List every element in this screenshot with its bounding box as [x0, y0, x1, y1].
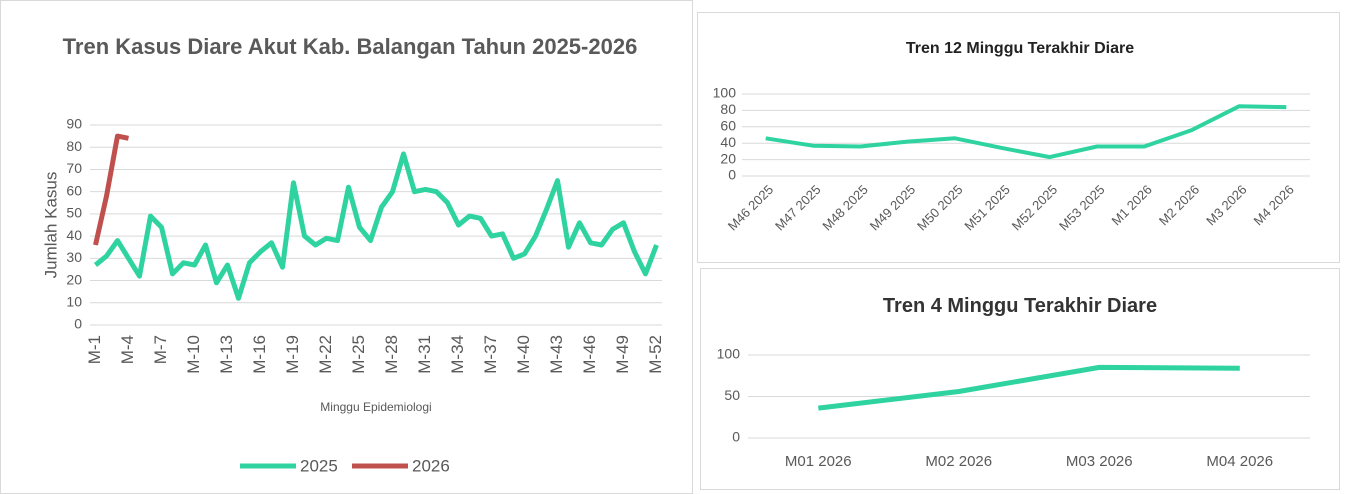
y-tick-label: 80 [720, 101, 736, 117]
x-tick-label: M04 2026 [1206, 453, 1273, 470]
y-tick-label: 40 [66, 227, 82, 243]
x-tick-label: M-34 [448, 335, 467, 374]
x-axis-label: Minggu Epidemiologi [320, 400, 431, 414]
chart-title: Tren 4 Minggu Terakhir Diare [882, 295, 1158, 317]
x-tick-label: M-46 [580, 335, 599, 374]
x-tick-label: M-28 [382, 335, 401, 374]
legend-label: 2025 [300, 456, 338, 475]
x-tick-label: M01 2026 [785, 453, 852, 470]
x-tick-label: M-1 [85, 335, 104, 364]
y-tick-label: 50 [724, 387, 740, 403]
x-tick-label: M-7 [151, 335, 170, 364]
y-tick-label: 0 [74, 316, 82, 332]
y-tick-label: 0 [728, 167, 736, 183]
y-tick-label: 60 [720, 118, 736, 134]
y-tick-label: 100 [713, 85, 737, 101]
y-tick-label: 80 [66, 138, 82, 154]
x-tick-label: M3 2026 [1203, 182, 1249, 228]
x-tick-label: M-49 [613, 335, 632, 374]
y-tick-label: 20 [720, 150, 736, 166]
y-tick-label: 70 [66, 160, 82, 176]
x-tick-label: M47 2025 [772, 182, 823, 233]
x-tick-label: M51 2025 [961, 182, 1012, 233]
x-tick-label: M-13 [217, 335, 236, 374]
x-tick-label: M2 2026 [1156, 182, 1202, 228]
x-tick-label: M48 2025 [819, 182, 870, 233]
x-tick-label: M50 2025 [914, 182, 965, 233]
y-tick-label: 50 [66, 205, 82, 221]
x-tick-label: M-37 [481, 335, 500, 374]
y-tick-label: 30 [66, 249, 82, 265]
y-tick-label: 20 [66, 271, 82, 287]
line-series [93, 133, 129, 246]
x-tick-label: M-16 [250, 335, 269, 374]
panel [700, 268, 1340, 490]
x-tick-label: M-19 [283, 335, 302, 374]
y-tick-label: 0 [732, 429, 740, 445]
x-tick-label: M02 2026 [925, 453, 992, 470]
x-tick-label: M-22 [316, 335, 335, 374]
x-tick-label: M-10 [184, 335, 203, 374]
y-tick-label: 100 [717, 346, 741, 362]
x-tick-label: M-31 [415, 335, 434, 374]
chart-title: Tren Kasus Diare Akut Kab. Balangan Tahu… [62, 34, 638, 59]
x-tick-label: M46 2025 [725, 182, 776, 233]
x-tick-label: M49 2025 [867, 182, 918, 233]
y-tick-label: 10 [66, 293, 82, 309]
x-tick-label: M-52 [646, 335, 665, 374]
x-tick-label: M03 2026 [1066, 453, 1133, 470]
x-tick-label: M4 2026 [1251, 182, 1297, 228]
x-tick-label: M52 2025 [1009, 182, 1060, 233]
x-tick-label: M-43 [547, 335, 566, 374]
x-tick-label: M-25 [349, 335, 368, 374]
line-series [765, 104, 1287, 160]
y-tick-label: 60 [66, 182, 82, 198]
y-tick-label: 40 [720, 134, 736, 150]
x-tick-label: M1 2026 [1109, 182, 1155, 228]
x-tick-label: M-4 [118, 335, 137, 364]
y-tick-label: 90 [66, 116, 82, 132]
panel [0, 0, 693, 494]
line-series [818, 364, 1240, 411]
chart-title: Tren 12 Minggu Terakhir Diare [905, 40, 1135, 57]
panel [697, 12, 1340, 263]
y-axis-label: Jumlah Kasus [41, 172, 60, 279]
legend-label: 2026 [412, 456, 450, 475]
x-tick-label: M53 2025 [1056, 182, 1107, 233]
line-series [93, 151, 659, 301]
x-tick-label: M-40 [514, 335, 533, 374]
